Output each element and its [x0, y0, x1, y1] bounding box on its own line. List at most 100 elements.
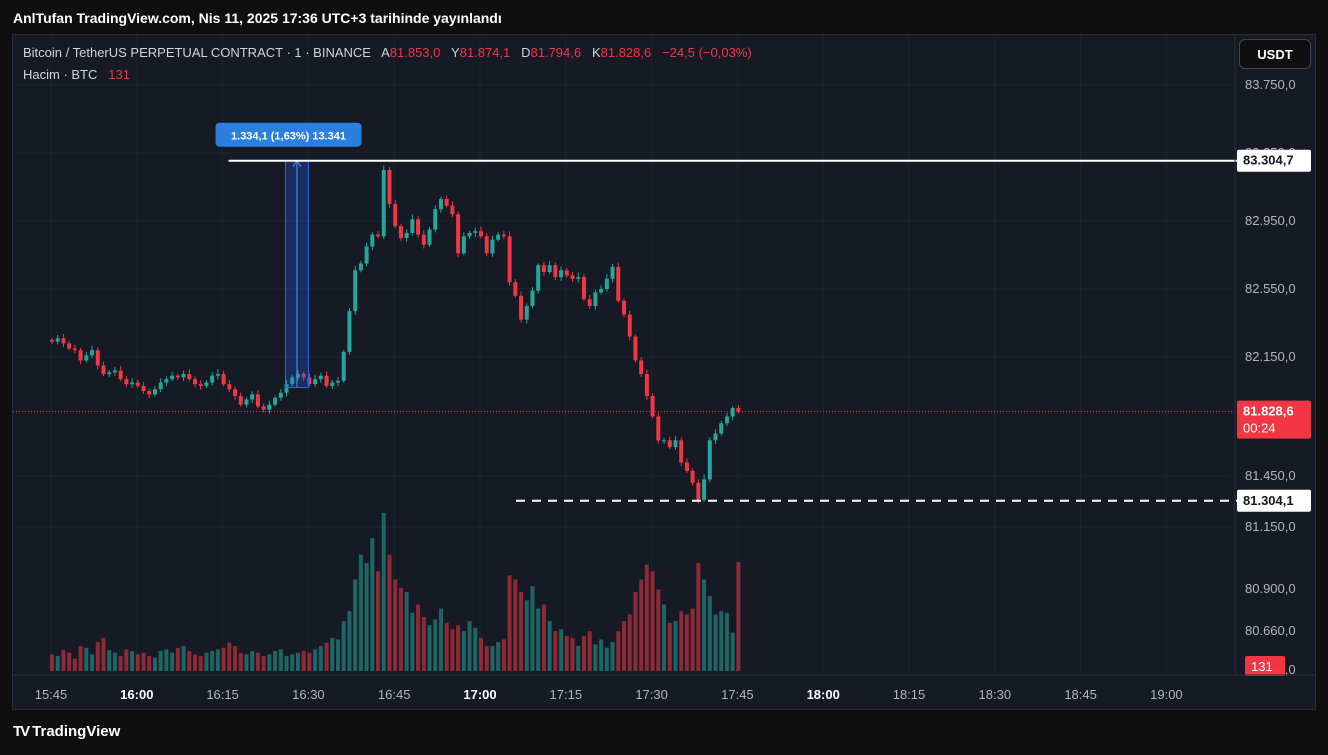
candle-body	[696, 482, 701, 500]
volume-bar	[656, 589, 661, 671]
candle-body	[736, 408, 741, 412]
volume-bar	[273, 651, 278, 671]
candle-body	[170, 375, 175, 380]
candle-body	[433, 209, 438, 230]
volume-bar	[724, 612, 729, 671]
candle-body	[622, 300, 626, 315]
volume-bar	[227, 642, 232, 671]
volume-bar	[564, 636, 569, 671]
volume-bar	[427, 625, 432, 671]
volume-bar	[662, 604, 667, 671]
candle-body	[501, 234, 506, 237]
candle-body	[221, 374, 226, 385]
volume-bar	[295, 652, 300, 671]
candle-body	[438, 198, 443, 210]
volume-bar	[376, 571, 381, 671]
volume-bar	[404, 592, 409, 671]
candle-body	[587, 299, 592, 306]
candle-body	[376, 234, 381, 237]
candle-body	[267, 404, 272, 410]
volume-bar	[124, 649, 129, 671]
candle-body	[118, 370, 123, 380]
candle-body	[198, 384, 203, 386]
price-tick-label: 80.660,0	[1245, 623, 1296, 638]
volume-key[interactable]: Hacim · BTC	[23, 67, 98, 82]
candle-body	[381, 170, 386, 237]
volume-bar	[370, 537, 375, 671]
candle-body	[152, 389, 157, 395]
volume-bar	[524, 600, 529, 671]
volume-bar	[336, 639, 340, 671]
price-tick-label: 80.900,0	[1245, 581, 1296, 596]
candle-body	[479, 231, 483, 237]
candle-body	[233, 389, 238, 397]
time-tick-label: 17:30	[635, 687, 668, 702]
last-price-tag: 00:24	[1243, 421, 1276, 436]
volume-bar	[438, 608, 443, 671]
candle-body	[72, 348, 77, 351]
volume-bar	[513, 579, 518, 671]
candle-body	[290, 377, 295, 385]
candle-body	[610, 266, 615, 279]
volume-bar	[238, 652, 243, 671]
last-price-tag-bg	[1237, 400, 1311, 439]
volume-bar	[210, 651, 215, 671]
volume-bar	[341, 621, 346, 671]
volume-bar	[118, 656, 123, 671]
volume-bar	[667, 622, 672, 671]
symbol-title[interactable]: Bitcoin / TetherUS PERPETUAL CONTRACT · …	[23, 45, 371, 60]
volume-bar	[112, 652, 117, 671]
volume-bar	[175, 647, 180, 671]
candle-body	[164, 379, 169, 383]
candle-body	[604, 278, 609, 289]
volume-bar	[736, 562, 741, 671]
candle-body	[667, 440, 672, 448]
volume-bar	[444, 622, 449, 671]
candle-body	[461, 236, 466, 254]
candle-body	[147, 391, 152, 395]
candle-body	[656, 416, 661, 441]
candle-body	[370, 234, 375, 247]
candle-body	[95, 350, 100, 366]
candle-body	[387, 170, 392, 204]
volume-bar	[267, 654, 272, 671]
low-value: 81.794,6	[530, 45, 582, 60]
time-tick-label: 18:15	[893, 687, 926, 702]
volume-bar	[141, 652, 146, 671]
volume-bar	[456, 625, 461, 671]
volume-bar	[364, 562, 369, 671]
volume-bar	[633, 592, 638, 671]
open-value: 81.853,0	[389, 45, 441, 60]
price-chart[interactable]: 1.334,1 (1,63%) 13.34183.750,083.350,082…	[13, 35, 1316, 710]
candle-body	[336, 380, 340, 383]
footer-brand[interactable]: TV TradingView	[13, 723, 120, 740]
time-tick-label: 18:45	[1064, 687, 1097, 702]
candle-body	[484, 236, 489, 254]
volume-bar	[479, 637, 483, 671]
volume-bar	[187, 651, 192, 671]
candle-body	[410, 219, 415, 233]
candle-body	[187, 374, 192, 380]
candle-body	[301, 374, 306, 378]
currency-button[interactable]: USDT	[1239, 39, 1311, 69]
candle-body	[456, 214, 461, 254]
volume-bar	[72, 658, 77, 671]
candle-body	[559, 270, 564, 278]
candle-body	[261, 406, 266, 410]
volume-bar	[107, 650, 112, 671]
high-value: 81.874,1	[459, 45, 511, 60]
candle-body	[690, 470, 695, 483]
volume-bar	[347, 611, 352, 671]
volume-bar	[547, 621, 552, 671]
price-tick-label: 81.150,0	[1245, 519, 1296, 534]
volume-bar	[261, 656, 266, 671]
candle-body	[158, 382, 163, 390]
candle-body	[496, 234, 501, 240]
volume-bar	[353, 579, 358, 671]
change-value: −24,5 (−0,03%)	[662, 45, 752, 60]
volume-bar	[233, 646, 238, 671]
volume-bar	[473, 627, 478, 671]
chart-panel[interactable]: 1.334,1 (1,63%) 13.34183.750,083.350,082…	[12, 34, 1316, 710]
candle-body	[273, 397, 278, 405]
candle-body	[679, 440, 684, 463]
